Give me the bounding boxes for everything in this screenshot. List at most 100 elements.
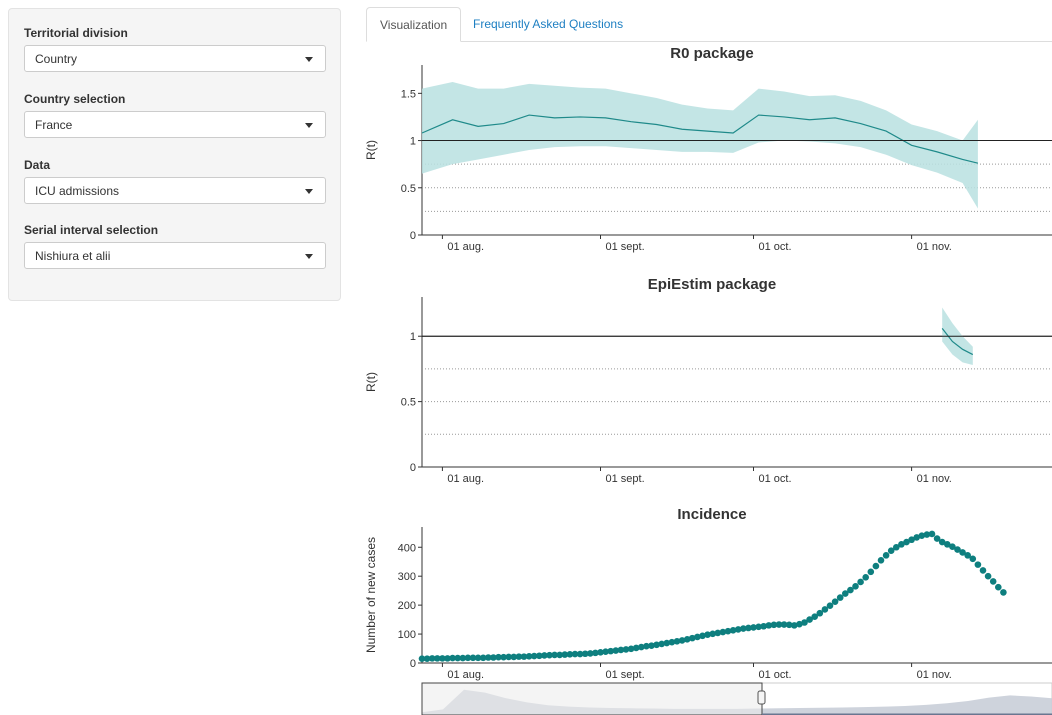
incidence-point [500, 653, 507, 661]
territorial-division-label: Territorial division [24, 26, 128, 40]
incidence-point [689, 634, 696, 642]
incidence-point [668, 638, 676, 646]
incidence-point [964, 552, 971, 559]
incidence-point [587, 650, 594, 657]
data-value: ICU admissions [35, 184, 120, 198]
incidence-point [648, 642, 655, 649]
incidence-point [597, 648, 604, 656]
tab-visualization[interactable]: Visualization [366, 7, 462, 42]
epiestim-y-tick-label: 1 [410, 331, 416, 343]
incidence-point [515, 653, 523, 660]
epiestim-y-label: R(t) [364, 372, 378, 392]
incidence-point [714, 629, 722, 637]
incidence-point [954, 546, 961, 553]
incidence-point [525, 653, 533, 660]
incidence-point [842, 590, 849, 597]
incidence-point [959, 549, 966, 556]
incidence-point [566, 651, 574, 658]
incidence-y-tick-label: 400 [398, 542, 416, 554]
incidence-point [434, 655, 441, 662]
territorial-division-select[interactable]: Country [24, 45, 326, 72]
caret-down-icon [305, 123, 313, 128]
epiestim-x-tick-label: 01 nov. [917, 473, 952, 485]
incidence-point [989, 578, 997, 585]
incidence-point [418, 655, 426, 662]
incidence-point [979, 567, 987, 574]
incidence-point [663, 639, 671, 647]
incidence-y-tick-label: 200 [398, 600, 416, 612]
incidence-point [847, 586, 854, 594]
incidence-point [775, 621, 783, 628]
incidence-point [704, 631, 711, 638]
incidence-point [887, 547, 895, 555]
r0-confidence-band [422, 82, 978, 209]
incidence-point [796, 620, 803, 628]
incidence-point [785, 621, 793, 629]
incidence-point [469, 654, 477, 662]
r0-x-tick-label: 01 oct. [759, 241, 792, 253]
epiestim-x-tick-label: 01 sept. [606, 473, 645, 485]
incidence-point [719, 628, 727, 636]
territorial-division-value: Country [35, 52, 78, 66]
epiestim-y-tick-label: 0 [410, 462, 416, 474]
incidence-point [933, 535, 941, 542]
country-selection-select[interactable]: France [24, 111, 326, 138]
incidence-point [638, 643, 645, 651]
incidence-point [678, 637, 686, 644]
r0-x-tick-label: 01 aug. [447, 241, 484, 253]
incidence-point [898, 541, 905, 548]
incidence-point [428, 655, 436, 662]
incidence-point [852, 583, 859, 590]
country-selection-field: Country selection France [24, 92, 326, 138]
incidence-point [699, 632, 706, 640]
incidence-y-tick-label: 300 [398, 571, 416, 583]
navigator-selection-window [421, 682, 763, 715]
incidence-point [811, 613, 818, 621]
sidebar-panel: Territorial division Country Country sel… [8, 8, 341, 301]
incidence-point [530, 652, 538, 660]
incidence-title: Incidence [677, 506, 746, 523]
incidence-point [928, 530, 936, 538]
epiestim-x-tick-label: 01 aug. [447, 473, 484, 485]
epiestim-chart: EpiEstim package 0 0.5 1 R(t) 01 aug. 01 sept.… [364, 276, 1052, 485]
incidence-point [750, 624, 757, 631]
incidence-point [872, 562, 880, 570]
caret-down-icon [305, 189, 313, 194]
data-field: Data ICU admissions [24, 158, 326, 204]
incidence-point [984, 572, 992, 580]
navigator-handle[interactable] [757, 690, 766, 705]
incidence-point [801, 619, 808, 626]
incidence-point [740, 625, 747, 632]
incidence-point [520, 653, 528, 660]
r0-x-tick-label: 01 nov. [917, 241, 952, 253]
incidence-point [816, 609, 824, 617]
incidence-point [546, 651, 553, 659]
incidence-point [561, 651, 569, 658]
incidence-point [908, 536, 915, 544]
tab-faq[interactable]: Frequently Asked Questions [473, 17, 624, 31]
incidence-point [938, 538, 946, 546]
incidence-point [729, 627, 737, 634]
incidence-point [974, 561, 982, 568]
r0-y-label: R(t) [364, 140, 378, 160]
incidence-point [791, 622, 798, 629]
incidence-point [658, 640, 665, 648]
incidence-point [510, 653, 518, 661]
serial-interval-select[interactable]: Nishiura et alii [24, 242, 326, 269]
range-navigator [421, 682, 1052, 715]
incidence-point [551, 651, 558, 659]
incidence-point [923, 531, 931, 538]
incidence-x-tick-label: 01 oct. [759, 669, 792, 681]
incidence-point [673, 637, 681, 645]
incidence-point [571, 650, 579, 658]
incidence-point [918, 532, 926, 539]
incidence-point [653, 641, 660, 649]
country-selection-value: France [35, 118, 73, 132]
territorial-division-field: Territorial division Country [24, 26, 326, 72]
incidence-point [474, 654, 482, 662]
incidence-point [995, 583, 1002, 591]
r0-y-tick-label: 1.5 [401, 88, 416, 100]
incidence-point [439, 655, 446, 662]
data-select[interactable]: ICU admissions [24, 177, 326, 204]
incidence-point [882, 552, 890, 559]
